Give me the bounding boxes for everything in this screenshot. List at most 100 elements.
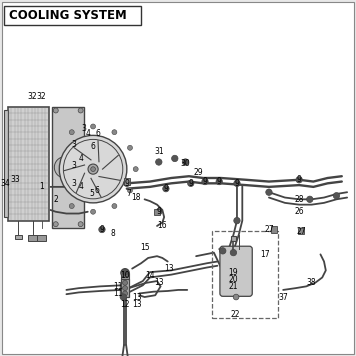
Text: 9: 9: [235, 179, 240, 188]
Text: 28: 28: [294, 195, 304, 204]
Circle shape: [53, 222, 58, 227]
Text: 9: 9: [163, 184, 168, 193]
Circle shape: [333, 193, 340, 199]
Circle shape: [99, 226, 105, 233]
Text: 29: 29: [193, 168, 203, 177]
Text: 16: 16: [158, 221, 167, 230]
Text: 4: 4: [78, 182, 83, 192]
Text: 32: 32: [28, 92, 37, 101]
Text: 6: 6: [96, 129, 101, 138]
Bar: [124, 178, 130, 185]
Bar: [271, 226, 277, 233]
Text: 12: 12: [120, 300, 130, 309]
Text: 13: 13: [165, 264, 174, 273]
Bar: [4, 6, 141, 25]
Circle shape: [266, 189, 272, 195]
Text: 1: 1: [39, 182, 44, 192]
Text: 37: 37: [278, 293, 288, 302]
Circle shape: [133, 167, 138, 172]
Circle shape: [122, 286, 127, 290]
Bar: [28, 235, 37, 241]
Bar: [298, 228, 304, 235]
Text: 15: 15: [140, 243, 150, 252]
Text: 21: 21: [229, 282, 238, 291]
Text: 11: 11: [113, 289, 123, 298]
Circle shape: [53, 108, 58, 113]
Circle shape: [156, 159, 162, 165]
Circle shape: [124, 180, 130, 187]
Circle shape: [230, 250, 237, 256]
Circle shape: [112, 130, 117, 135]
Text: 3: 3: [82, 124, 87, 133]
Circle shape: [78, 222, 83, 227]
Bar: [37, 235, 46, 241]
Bar: [154, 209, 160, 215]
Circle shape: [220, 248, 226, 254]
Bar: [121, 279, 129, 297]
Text: 9: 9: [156, 207, 161, 216]
Bar: [212, 231, 278, 318]
Text: 6: 6: [91, 142, 95, 151]
Circle shape: [216, 178, 222, 185]
Text: 9: 9: [100, 225, 104, 234]
Text: 34: 34: [0, 179, 10, 188]
Text: 6: 6: [94, 186, 99, 195]
Text: 13: 13: [133, 293, 142, 302]
Text: 3: 3: [71, 161, 76, 170]
Text: 7: 7: [126, 189, 131, 199]
Text: 26: 26: [294, 207, 304, 216]
Circle shape: [188, 180, 194, 187]
Circle shape: [234, 180, 240, 187]
Text: 20: 20: [229, 275, 238, 284]
Text: 38: 38: [307, 278, 316, 287]
Circle shape: [69, 130, 74, 135]
Circle shape: [172, 155, 178, 162]
Text: 4: 4: [85, 129, 90, 138]
Circle shape: [122, 269, 128, 275]
Text: 27: 27: [264, 225, 274, 234]
Circle shape: [127, 145, 132, 150]
Circle shape: [296, 177, 302, 183]
Text: 33: 33: [10, 175, 20, 184]
Bar: [29, 235, 36, 240]
Text: 19: 19: [229, 268, 238, 277]
Circle shape: [122, 291, 127, 296]
Circle shape: [112, 204, 117, 209]
Bar: [52, 107, 84, 228]
Text: 32: 32: [37, 92, 46, 101]
Circle shape: [163, 185, 169, 192]
Text: 4: 4: [78, 154, 83, 163]
Text: 5: 5: [89, 189, 94, 199]
Bar: [121, 273, 129, 279]
Circle shape: [59, 135, 127, 203]
Text: 11: 11: [113, 282, 123, 291]
FancyBboxPatch shape: [220, 246, 252, 296]
Text: 9: 9: [188, 179, 193, 188]
Text: 3: 3: [71, 140, 76, 149]
Text: 9: 9: [203, 177, 208, 186]
Text: 22: 22: [230, 310, 240, 319]
Text: 17: 17: [261, 250, 270, 259]
Bar: [4, 110, 8, 217]
Circle shape: [122, 280, 127, 285]
Circle shape: [182, 159, 189, 165]
Circle shape: [156, 209, 162, 215]
Circle shape: [90, 124, 95, 129]
Text: 18: 18: [131, 193, 141, 202]
Text: 13: 13: [154, 278, 164, 287]
Circle shape: [120, 294, 126, 300]
Bar: [8, 107, 49, 221]
Circle shape: [233, 294, 239, 300]
Text: 27: 27: [296, 227, 306, 236]
Text: COOLING SYSTEM: COOLING SYSTEM: [9, 9, 126, 22]
Circle shape: [69, 204, 74, 209]
Text: 3: 3: [71, 179, 76, 188]
Text: 2: 2: [53, 195, 58, 204]
Circle shape: [88, 164, 98, 174]
Bar: [231, 236, 236, 241]
Circle shape: [234, 218, 240, 224]
Circle shape: [121, 269, 129, 277]
Text: 9: 9: [124, 179, 129, 188]
Text: 13: 13: [133, 300, 142, 309]
Text: 14: 14: [145, 271, 155, 280]
